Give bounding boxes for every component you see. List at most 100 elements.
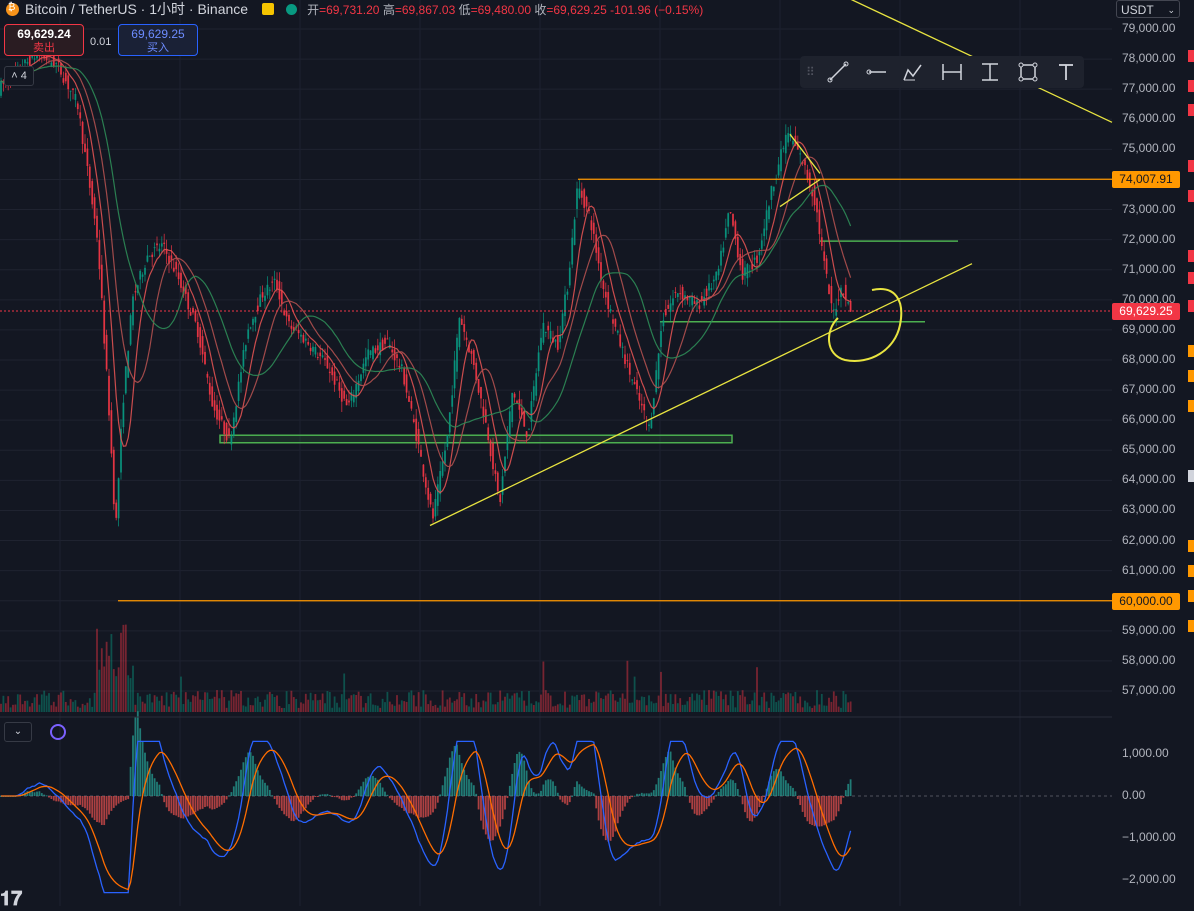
candle-body <box>379 342 382 356</box>
macd-histogram-bar <box>691 796 694 810</box>
candle-body <box>672 298 674 306</box>
trend-line <box>789 133 821 174</box>
price-range-icon[interactable] <box>974 58 1006 86</box>
volume-bar <box>412 695 415 712</box>
volume-bar <box>96 628 98 712</box>
price-tick-label: 73,000.00 <box>1122 201 1176 216</box>
macd-histogram-bar <box>801 796 804 812</box>
volume-bar <box>636 699 638 712</box>
brush-icon[interactable] <box>898 58 930 86</box>
ma-fast-line <box>0 55 851 494</box>
candle-body <box>765 210 768 231</box>
rectangle-icon[interactable] <box>1012 58 1044 86</box>
volume-bar <box>777 700 780 712</box>
macd-histogram-bar <box>496 796 499 833</box>
currency-select[interactable]: USDT ⌄ <box>1116 0 1180 18</box>
volume-bar <box>232 696 235 712</box>
edge-marker <box>1188 300 1194 312</box>
macd-histogram-bar <box>477 796 480 810</box>
macd-histogram-bar <box>648 793 650 796</box>
candle-body <box>446 434 449 447</box>
volume-bar <box>180 676 182 712</box>
candle-body <box>458 317 461 348</box>
volume-bar <box>386 691 389 712</box>
macd-histogram-bar <box>204 796 206 808</box>
volume-bar <box>326 691 329 712</box>
macd-histogram-bar <box>117 796 120 804</box>
volume-bar <box>482 700 485 712</box>
volume-bar <box>811 707 814 712</box>
volume-bar <box>422 690 425 712</box>
candle-body <box>480 387 482 399</box>
macd-histogram-bar <box>511 773 514 796</box>
horizontal-ray-icon[interactable] <box>860 58 892 86</box>
macd-histogram-bar <box>295 796 298 820</box>
price-level-tag[interactable]: 74,007.91 <box>1112 171 1180 189</box>
volume-bar <box>439 705 442 712</box>
volume-bar <box>172 691 175 712</box>
candle-body <box>55 63 58 65</box>
lightning-icon[interactable] <box>262 3 275 15</box>
macd-histogram-bar <box>429 796 432 815</box>
macd-collapse-button[interactable]: ⌄ <box>4 722 32 742</box>
volume-bar <box>513 693 516 712</box>
candle-body <box>328 371 331 374</box>
candle-body <box>580 190 583 198</box>
symbol-title[interactable]: Bitcoin / TetherUS · 1小时 · Binance <box>25 1 249 17</box>
macd-settings-icon[interactable] <box>50 724 66 740</box>
date-range-icon[interactable] <box>936 58 968 86</box>
macd-histogram-bar <box>74 796 77 806</box>
candle-body <box>297 329 300 334</box>
macd-histogram-bar <box>432 796 434 813</box>
volume-bar <box>338 707 341 712</box>
candle-body <box>736 237 739 258</box>
price-level-tag[interactable]: 60,000.00 <box>1112 592 1180 610</box>
trend-line-icon[interactable] <box>822 58 854 86</box>
volume-bar <box>199 699 202 712</box>
drag-handle-icon[interactable]: ⠿ <box>806 65 815 79</box>
macd-histogram-bar <box>348 796 350 800</box>
macd-histogram-bar <box>837 796 840 812</box>
volume-bar <box>297 707 300 712</box>
macd-histogram-bar <box>816 796 818 827</box>
macd-histogram-bar <box>64 796 67 805</box>
volume-bar <box>372 704 374 712</box>
volume-bar <box>571 695 574 712</box>
macd-histogram-bar <box>660 771 662 796</box>
ma-slow-line <box>0 65 852 428</box>
volume-bar <box>794 691 797 712</box>
volume-bar <box>494 704 497 712</box>
macd-histogram-bar <box>523 760 526 796</box>
volume-bar <box>249 705 252 712</box>
candle-body <box>391 349 394 353</box>
macd-histogram-bar <box>744 796 746 813</box>
macd-histogram-bar <box>384 791 386 796</box>
buy-button[interactable]: 69,629.25 买入 <box>118 24 198 56</box>
macd-histogram-bar <box>592 793 595 796</box>
candle-body <box>151 254 154 258</box>
candle-body <box>312 346 314 352</box>
candle-body <box>271 281 274 283</box>
macd-histogram-bar <box>199 796 202 810</box>
candle-body <box>835 308 838 316</box>
candle-body <box>633 382 636 385</box>
sell-button[interactable]: 69,629.24 卖出 <box>4 24 84 56</box>
candle-body <box>384 337 386 344</box>
candle-body <box>679 293 682 295</box>
volume-bar <box>0 703 2 712</box>
macd-histogram-bar <box>739 795 742 797</box>
macd-histogram-bar <box>424 796 427 818</box>
volume-bar <box>57 694 60 712</box>
macd-histogram-bar <box>787 783 790 796</box>
candle-body <box>542 322 545 343</box>
volume-bar <box>758 705 761 712</box>
macd-histogram-bar <box>436 796 439 803</box>
macd-histogram-bar <box>446 767 449 796</box>
candle-body <box>816 198 818 213</box>
macd-histogram-bar <box>513 762 516 796</box>
volume-bar <box>84 705 86 712</box>
text-icon[interactable] <box>1050 58 1082 86</box>
candle-body <box>319 352 322 357</box>
indicators-toggle[interactable]: ˄ 4 <box>4 66 34 86</box>
